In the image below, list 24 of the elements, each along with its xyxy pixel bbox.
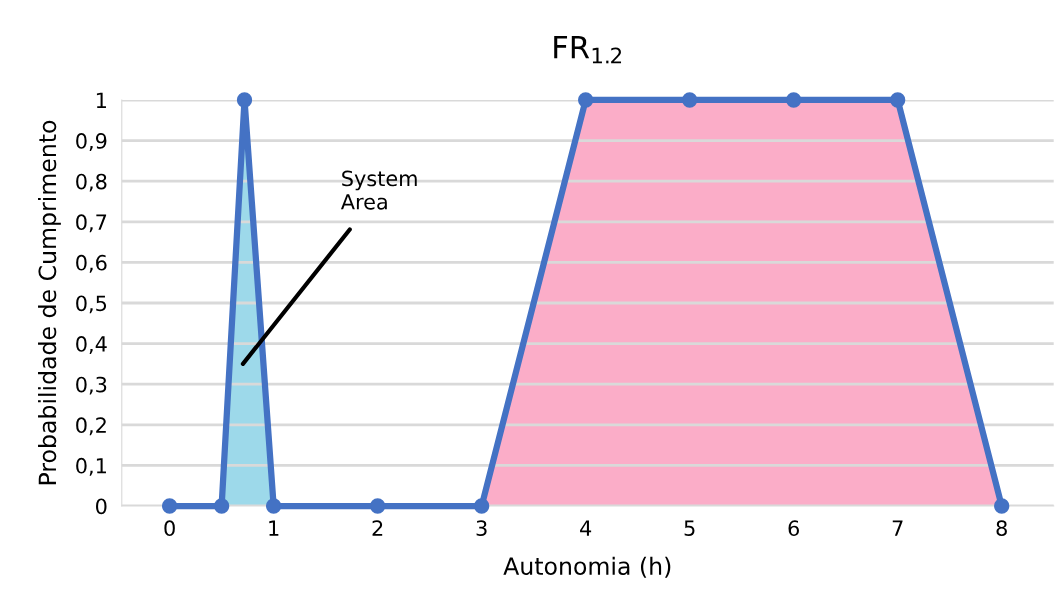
x-tick-label: 3 bbox=[476, 520, 487, 537]
y-tick-label: 0,9 bbox=[76, 133, 107, 151]
y-tick-label: 0,3 bbox=[76, 376, 107, 395]
y-tick-label: 1 bbox=[96, 92, 106, 108]
x-tick-label: 7 bbox=[892, 520, 903, 536]
annotation: System Area bbox=[340, 170, 417, 210]
y-tick-label: 0,5 bbox=[76, 295, 107, 314]
x-tick-label: 4 bbox=[580, 520, 592, 536]
x-tick-label: 2 bbox=[372, 520, 383, 536]
x-tick-label: 5 bbox=[684, 520, 695, 537]
x-tick-label: 8 bbox=[996, 520, 1007, 537]
y-tick-label: 0,7 bbox=[76, 214, 107, 233]
y-axis-title: Probabilidade de Cumprimento bbox=[38, 120, 61, 485]
y-tick-label: 0,1 bbox=[76, 457, 106, 476]
x-tick-label: 6 bbox=[788, 520, 799, 537]
y-tick-label: 0,4 bbox=[76, 336, 107, 354]
x-tick-label: 1 bbox=[269, 520, 279, 536]
x-tick-label: 0 bbox=[164, 520, 175, 537]
y-tick-label: 0,8 bbox=[76, 173, 107, 192]
x-axis-title: Autonomia (h) bbox=[503, 556, 671, 578]
y-tick-label: 0,6 bbox=[76, 254, 107, 273]
chart-title: FR$_{1.2}$ bbox=[554, 36, 622, 64]
y-tick-label: 0 bbox=[96, 498, 107, 515]
y-tick-label: 0,2 bbox=[76, 417, 106, 436]
